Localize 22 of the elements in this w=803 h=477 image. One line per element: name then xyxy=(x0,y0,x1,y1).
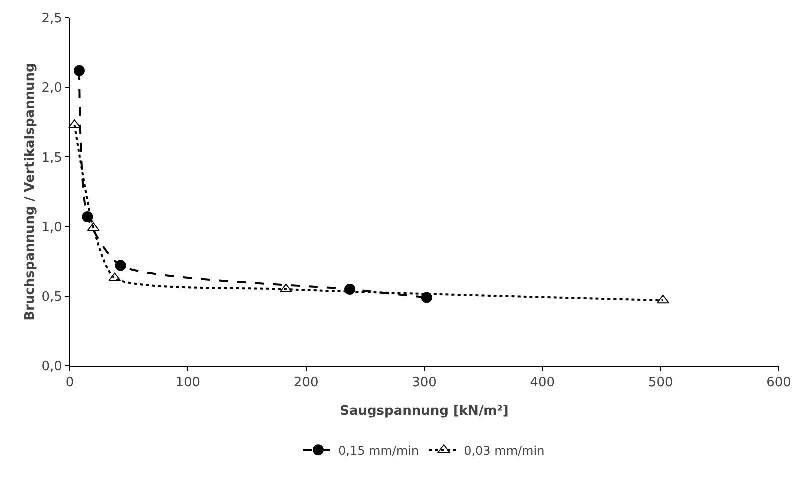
x-tick-label: 0 xyxy=(66,376,74,391)
x-axis-title: Saugspannung [kN/m²] xyxy=(340,404,509,419)
x-tick-label: 500 xyxy=(648,376,674,391)
y-tick-label: 1,0 xyxy=(42,220,62,236)
point xyxy=(115,260,126,272)
point xyxy=(74,65,85,76)
y-tick-label: 0,5 xyxy=(42,290,62,305)
x-tick-label: 400 xyxy=(530,376,556,391)
y-tick-label: 0,0 xyxy=(42,360,62,375)
x-tick-label: 200 xyxy=(294,376,319,391)
legend-label: 0,15 mm/min xyxy=(338,444,420,458)
y-tick-label: 2,5 xyxy=(42,12,62,27)
x-tick-label: 100 xyxy=(176,376,201,391)
x-tick-label: 600 xyxy=(766,376,792,391)
y-axis-title: Bruchspannung / Vertikalspannung xyxy=(23,63,38,321)
y-tick-label: 2,0 xyxy=(42,81,62,96)
legend-label: 0,03 mm/min xyxy=(464,444,545,458)
point xyxy=(82,212,94,223)
y-tick-label: 1,5 xyxy=(42,150,62,166)
point xyxy=(421,292,432,304)
x-tick-label: 300 xyxy=(412,376,437,391)
point xyxy=(344,284,356,295)
